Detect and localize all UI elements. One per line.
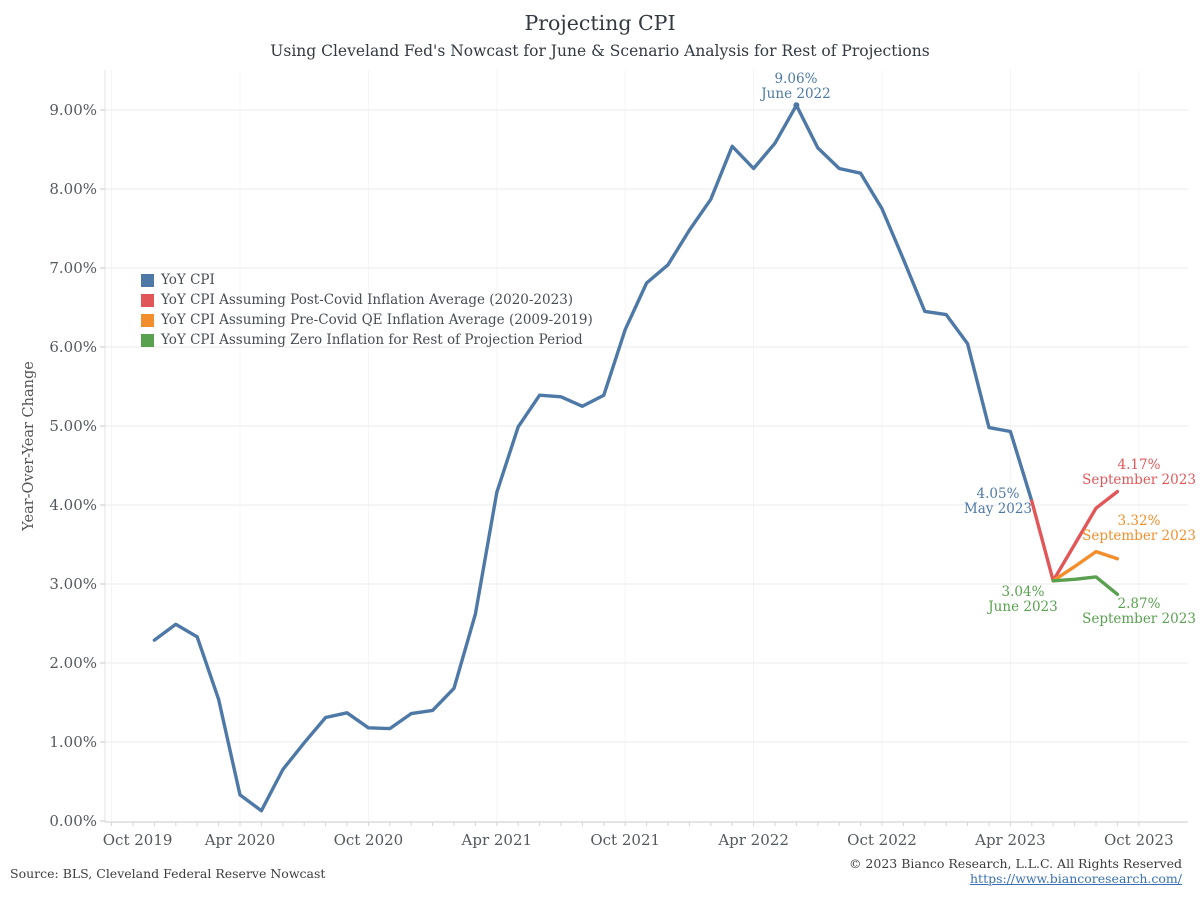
annotation-red-september-2023: 4.17% September 2023 xyxy=(1082,457,1196,488)
legend-item-1: YoY CPI Assuming Post-Covid Inflation Av… xyxy=(141,290,593,310)
legend-label: YoY CPI Assuming Zero Inflation for Rest… xyxy=(161,332,583,348)
page-title: Projecting CPI xyxy=(524,11,676,35)
annotation-may-2023: 4.05% May 2023 xyxy=(963,486,1033,517)
x-tick-label: Oct 2021 xyxy=(590,831,660,849)
copyright-text: © 2023 Bianco Research, L.L.C. All Right… xyxy=(848,856,1182,871)
legend-label: YoY CPI Assuming Post-Covid Inflation Av… xyxy=(161,292,574,308)
x-tick-label: Oct 2023 xyxy=(1104,831,1174,849)
y-tick-label: 9.00% xyxy=(49,101,97,119)
y-tick-label: 5.00% xyxy=(49,417,97,435)
y-tick-label: 2.00% xyxy=(49,654,97,672)
series-line-3 xyxy=(1051,575,1120,596)
y-tick-label: 0.00% xyxy=(49,812,97,830)
annotation-peak-june-2022: 9.06% June 2022 xyxy=(761,71,831,102)
cpi-line-chart: 0.00% 1.00% 2.00% 3.00% 4.00% 5.00% 6.00% 7.00%… xyxy=(21,70,1188,849)
series-line-2 xyxy=(1051,549,1120,583)
source-note: Source: BLS, Cleveland Federal Reserve N… xyxy=(10,866,326,881)
copyright-block: © 2023 Bianco Research, L.L.C. All Right… xyxy=(849,856,1182,886)
y-tick-label: 8.00% xyxy=(49,180,97,198)
legend-item-2: YoY CPI Assuming Pre-Covid QE Inflation … xyxy=(141,310,593,330)
x-tick-label: Apr 2020 xyxy=(204,831,276,849)
legend-swatch xyxy=(141,273,154,287)
x-tick-label: Oct 2020 xyxy=(334,831,404,849)
annotation-orange-september-2023: 3.32% September 2023 xyxy=(1082,513,1196,544)
biancoresearch-link[interactable]: https://www.biancoresearch.com/ xyxy=(970,871,1182,886)
x-tick-label: Apr 2022 xyxy=(717,831,789,849)
legend-swatch xyxy=(141,333,154,347)
y-tick-label: 3.00% xyxy=(49,575,97,593)
annotation-green-september-2023: 2.87% September 2023 xyxy=(1082,596,1196,627)
y-tick-label: 6.00% xyxy=(49,338,97,356)
page-subtitle: Using Cleveland Fed's Nowcast for June &… xyxy=(270,42,930,60)
y-tick-label: 7.00% xyxy=(49,259,97,277)
legend-swatch xyxy=(141,293,154,307)
legend-swatch xyxy=(141,313,154,327)
peak-marker-dot xyxy=(793,102,800,109)
annotation-green-june-2023: 3.04% June 2023 xyxy=(988,584,1058,615)
x-tick-label: Oct 2019 xyxy=(103,831,173,849)
y-tick-label: 1.00% xyxy=(49,733,97,751)
x-tick-label: Apr 2021 xyxy=(461,831,533,849)
series-line-1 xyxy=(1030,489,1120,583)
x-tick-label: Apr 2023 xyxy=(974,831,1046,849)
legend-item-0: YoY CPI xyxy=(141,270,593,290)
x-tick-label: Oct 2022 xyxy=(847,831,917,849)
legend-label: YoY CPI xyxy=(161,272,215,288)
legend-label: YoY CPI Assuming Pre-Covid QE Inflation … xyxy=(161,312,593,328)
chart-legend: YoY CPI YoY CPI Assuming Post-Covid Infla… xyxy=(141,270,593,350)
series-line-0 xyxy=(152,103,1034,813)
y-axis-title: Year-Over-Year Change xyxy=(21,361,37,532)
y-tick-label: 4.00% xyxy=(49,496,97,514)
legend-item-3: YoY CPI Assuming Zero Inflation for Rest… xyxy=(141,330,593,350)
